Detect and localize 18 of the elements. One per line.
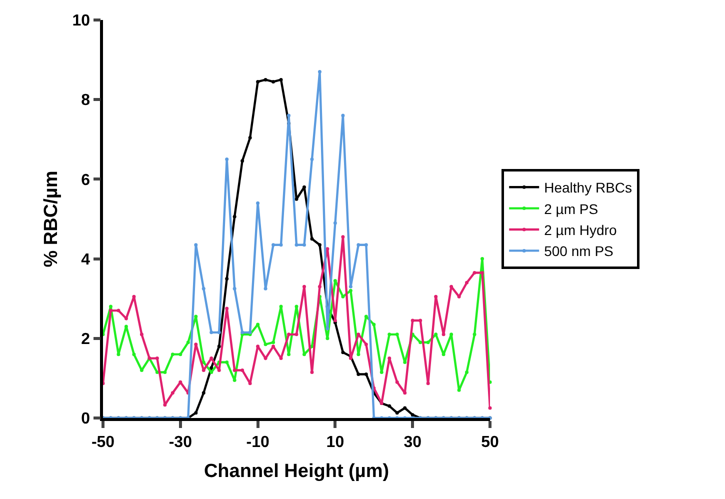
x-tick-label: -50: [91, 434, 115, 451]
y-tick-label: 6: [81, 172, 90, 189]
y-tick-label: 2: [81, 331, 90, 348]
x-tick-label: 10: [326, 434, 344, 451]
legend-label: 500 nm PS: [544, 243, 614, 260]
y-tick-label: 8: [81, 92, 90, 110]
x-tick-label: -10: [246, 434, 270, 451]
y-tick-label: 10: [72, 12, 90, 30]
x-tick-label: 50: [481, 434, 499, 451]
x-axis-title: Channel Height (µm): [204, 460, 390, 482]
legend-label: Healthy RBCs: [544, 180, 632, 196]
legend-label: 2 µm PS: [544, 200, 598, 217]
y-tick-label: 0: [81, 410, 90, 428]
y-axis-title: % RBC/µm: [41, 170, 62, 268]
y-tick-label: 4: [81, 251, 90, 268]
legend-label: 2 µm Hydro: [544, 222, 617, 238]
x-tick-label: -30: [168, 434, 192, 451]
x-tick-label: 30: [404, 434, 422, 451]
